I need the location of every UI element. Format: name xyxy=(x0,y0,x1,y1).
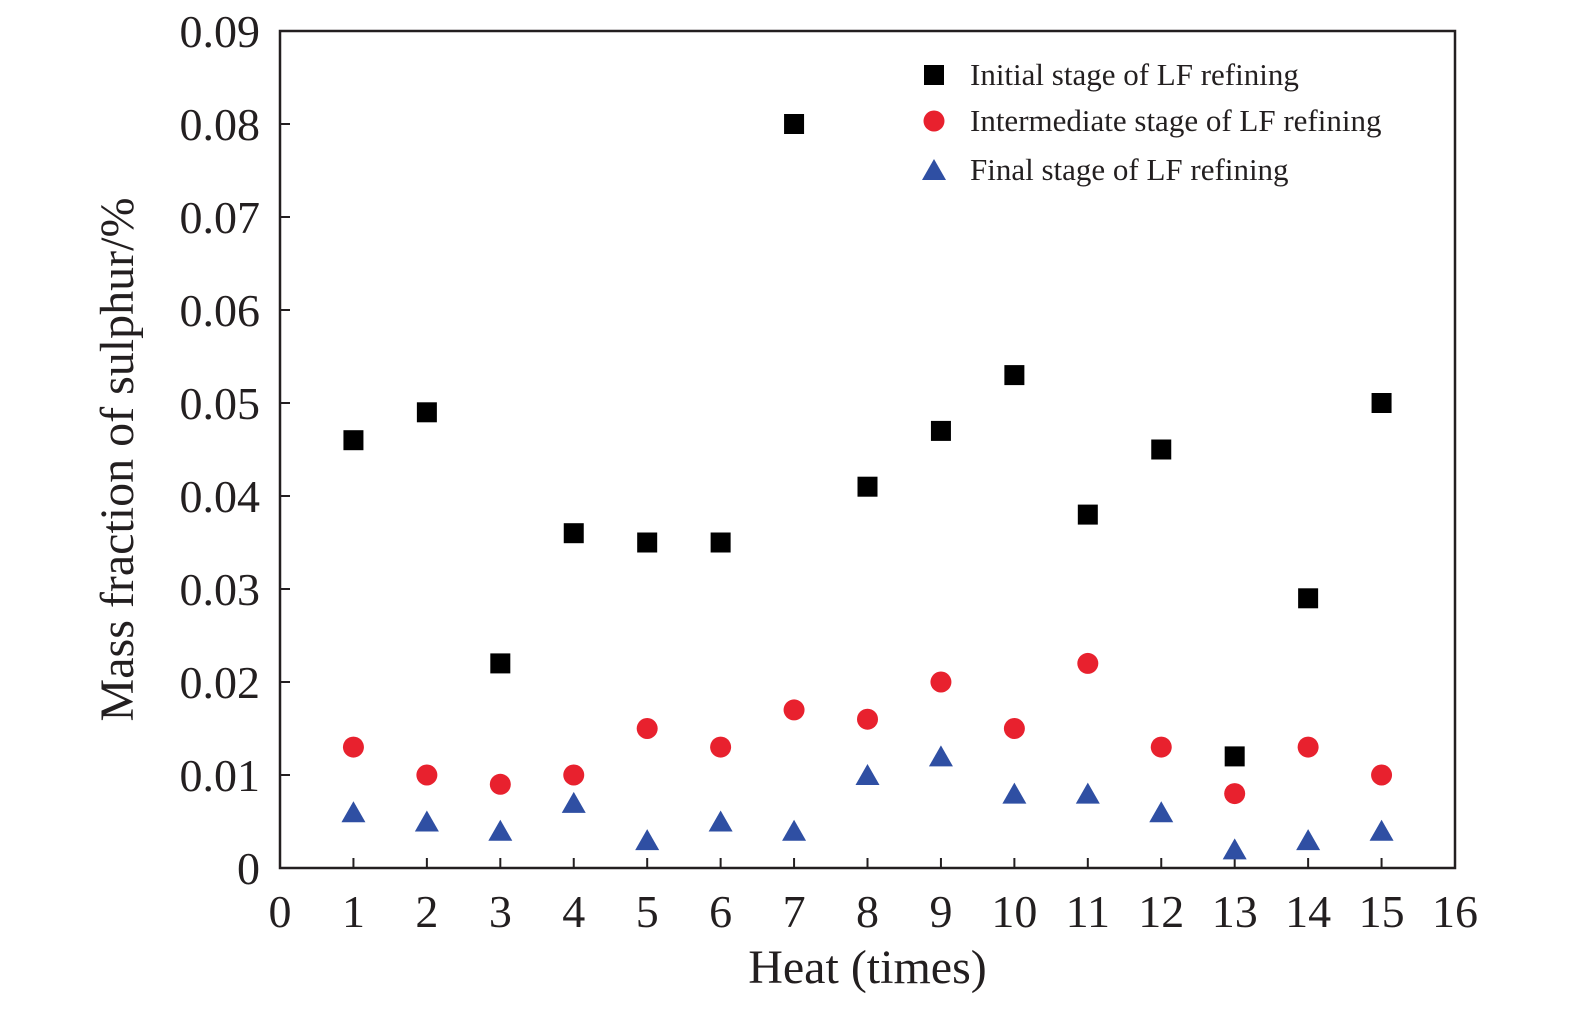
data-point-circle xyxy=(1150,736,1172,758)
y-tick-label: 0.04 xyxy=(180,471,261,522)
y-tick-label: 0 xyxy=(237,843,260,894)
y-axis-title: Mass fraction of sulphur/% xyxy=(91,198,144,722)
y-tick-label: 0.09 xyxy=(180,6,261,57)
legend-label: Initial stage of LF refining xyxy=(970,57,1299,92)
y-tick-label: 0.03 xyxy=(180,564,261,615)
data-point-triangle xyxy=(635,829,660,851)
y-tick-label: 0.02 xyxy=(180,657,261,708)
data-point-circle xyxy=(930,671,952,693)
x-tick-label: 13 xyxy=(1212,886,1258,937)
data-point-square xyxy=(784,114,805,134)
data-point-triangle xyxy=(855,764,880,785)
data-point-circle xyxy=(342,736,364,758)
x-tick-label: 4 xyxy=(562,886,585,937)
data-point-triangle xyxy=(1222,838,1247,860)
data-point-triangle xyxy=(1075,782,1100,804)
y-tick-label: 0.07 xyxy=(180,192,261,243)
y-tick-label: 0.06 xyxy=(180,285,261,336)
y-tick-label: 0.08 xyxy=(180,99,261,150)
data-point-circle xyxy=(857,708,878,730)
x-tick-label: 9 xyxy=(929,886,952,937)
x-tick-label: 3 xyxy=(489,886,512,937)
data-point-triangle xyxy=(708,810,733,832)
data-point-square xyxy=(710,532,731,553)
legend-marker-circle xyxy=(923,110,945,132)
data-point-triangle xyxy=(1002,782,1027,804)
data-point-triangle xyxy=(928,745,953,767)
data-point-triangle xyxy=(561,791,586,813)
data-point-circle xyxy=(710,736,732,758)
x-tick-labels: 0 1 2 3 4 5 6 7 8 9 10 11 12 13 14 15 16 xyxy=(269,886,1479,937)
data-point-square xyxy=(637,532,658,553)
legend-label: Final stage of LF refining xyxy=(970,152,1289,187)
legend-marker-square xyxy=(924,65,944,85)
data-point-square xyxy=(1371,393,1392,413)
axis-ticks xyxy=(279,30,1456,869)
x-tick-label: 7 xyxy=(783,886,806,937)
data-point-triangle xyxy=(414,810,439,832)
x-tick-label: 0 xyxy=(269,886,292,937)
x-tick-label: 10 xyxy=(991,886,1037,937)
data-point-circle xyxy=(1224,783,1246,805)
data-point-square xyxy=(1004,365,1025,386)
data-point-square xyxy=(930,420,951,441)
data-point-circle xyxy=(636,718,658,739)
data-point-square xyxy=(1077,504,1098,525)
data-point-square xyxy=(563,523,584,544)
x-tick-label: 1 xyxy=(342,886,365,937)
data-point-triangle xyxy=(782,819,807,841)
data-point-triangle xyxy=(488,819,513,841)
legend-marker-triangle xyxy=(922,159,946,180)
data-point-circle xyxy=(416,764,438,786)
x-tick-label: 15 xyxy=(1359,886,1405,937)
data-point-circle xyxy=(1077,652,1099,674)
data-point-triangle xyxy=(341,801,366,823)
data-point-square xyxy=(1298,588,1319,609)
x-tick-label: 14 xyxy=(1285,886,1331,937)
data-point-circle xyxy=(563,764,585,786)
legend: Initial stage of LF refining Intermediate… xyxy=(922,57,1381,187)
data-point-circle xyxy=(783,699,805,721)
data-point-square xyxy=(490,653,511,674)
x-tick-label: 5 xyxy=(636,886,659,937)
x-tick-label: 2 xyxy=(415,886,438,937)
data-point-square xyxy=(857,476,878,497)
data-point-triangle xyxy=(1149,801,1174,823)
data-point-square xyxy=(343,430,364,451)
x-axis-title: Heat (times) xyxy=(748,941,987,994)
data-point-circle xyxy=(1297,736,1319,758)
data-point-circle xyxy=(1003,718,1025,739)
y-tick-label: 0.01 xyxy=(180,750,261,801)
x-tick-label: 8 xyxy=(856,886,879,937)
x-tick-label: 6 xyxy=(709,886,732,937)
data-point-circle xyxy=(1371,764,1393,786)
x-tick-label: 12 xyxy=(1138,886,1184,937)
data-point-square xyxy=(416,402,437,423)
y-tick-labels: 0 0.01 0.02 0.03 0.04 0.05 0.06 0.07 0.08 0.09 xyxy=(180,6,261,894)
data-point-square xyxy=(1224,746,1245,767)
data-point-triangle xyxy=(1369,819,1394,841)
legend-label: Intermediate stage of LF refining xyxy=(970,103,1381,138)
x-tick-label: 11 xyxy=(1066,886,1110,937)
data-point-square xyxy=(1151,439,1172,460)
data-points xyxy=(341,114,1394,860)
data-point-circle xyxy=(489,773,511,795)
y-tick-label: 0.05 xyxy=(180,378,261,429)
data-point-triangle xyxy=(1296,829,1321,851)
x-tick-label: 16 xyxy=(1432,886,1478,937)
